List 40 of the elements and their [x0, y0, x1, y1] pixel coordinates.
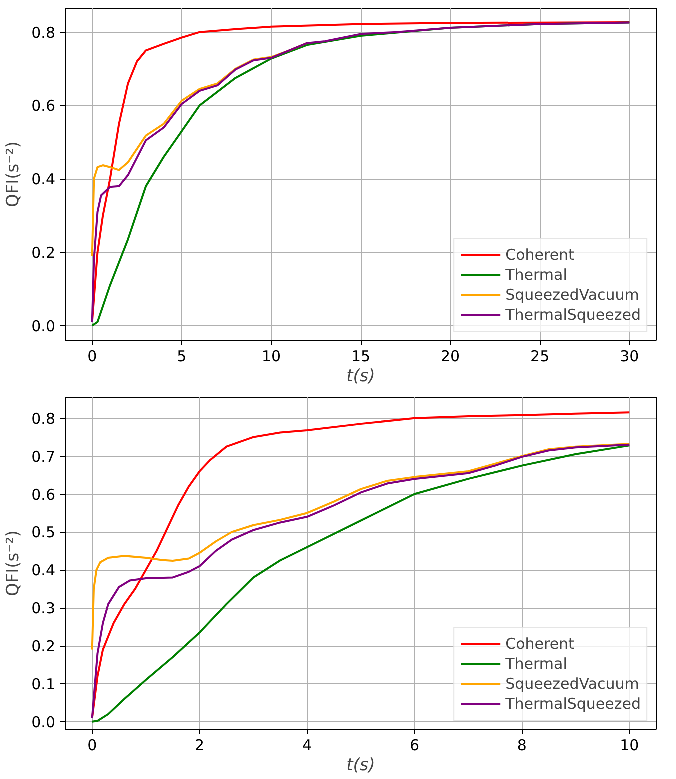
legend-label: SqueezedVacuum — [506, 675, 640, 693]
y-tick-label: 0.2 — [32, 638, 56, 656]
x-tick-label: 10 — [620, 736, 640, 754]
x-tick-label: 30 — [620, 348, 640, 366]
legend-label: ThermalSqueezed — [506, 695, 641, 713]
x-tick-label: 0 — [88, 736, 98, 754]
y-tick-label: 0.5 — [32, 524, 56, 542]
x-tick-label: 10 — [262, 348, 282, 366]
x-tick-label: 0 — [88, 348, 98, 366]
x-tick-label: 25 — [530, 348, 550, 366]
y-tick-label: 0.4 — [32, 170, 56, 189]
x-axis-title: t(s) — [346, 756, 376, 776]
legend-label: Coherent — [506, 635, 574, 653]
y-tick-label: 0.0 — [32, 713, 56, 732]
legend-label: Coherent — [506, 246, 574, 264]
legend-label: Thermal — [506, 266, 568, 284]
y-tick-label: 0.0 — [32, 317, 56, 336]
y-tick-label: 0.3 — [32, 600, 56, 618]
x-tick-label: 5 — [177, 348, 187, 366]
x-tick-label: 4 — [302, 736, 312, 754]
y-tick-label: 0.7 — [32, 448, 56, 466]
y-tick-label: 0.2 — [32, 244, 56, 262]
y-tick-label: 0.8 — [32, 24, 56, 42]
x-tick-label: 20 — [441, 348, 460, 366]
line-series — [91, 443, 631, 651]
legend-label: ThermalSqueezed — [506, 306, 641, 324]
y-tick-label: 0.6 — [32, 97, 56, 116]
legend-label: SqueezedVacuum — [506, 286, 640, 304]
y-tick-label: 0.8 — [32, 410, 56, 428]
x-tick-label: 15 — [351, 348, 371, 366]
y-axis-title: QFI(s⁻²) — [4, 141, 24, 208]
x-axis-title: t(s) — [346, 366, 376, 386]
y-tick-label: 0.4 — [32, 562, 56, 580]
y-axis-title: QFI(s⁻²) — [4, 530, 24, 597]
x-tick-label: 2 — [195, 736, 205, 754]
x-tick-label: 6 — [410, 736, 420, 754]
y-tick-label: 0.1 — [32, 675, 56, 694]
y-tick-label: 0.6 — [32, 486, 56, 504]
x-tick-label: 8 — [517, 736, 527, 754]
legend-label: Thermal — [506, 655, 568, 673]
